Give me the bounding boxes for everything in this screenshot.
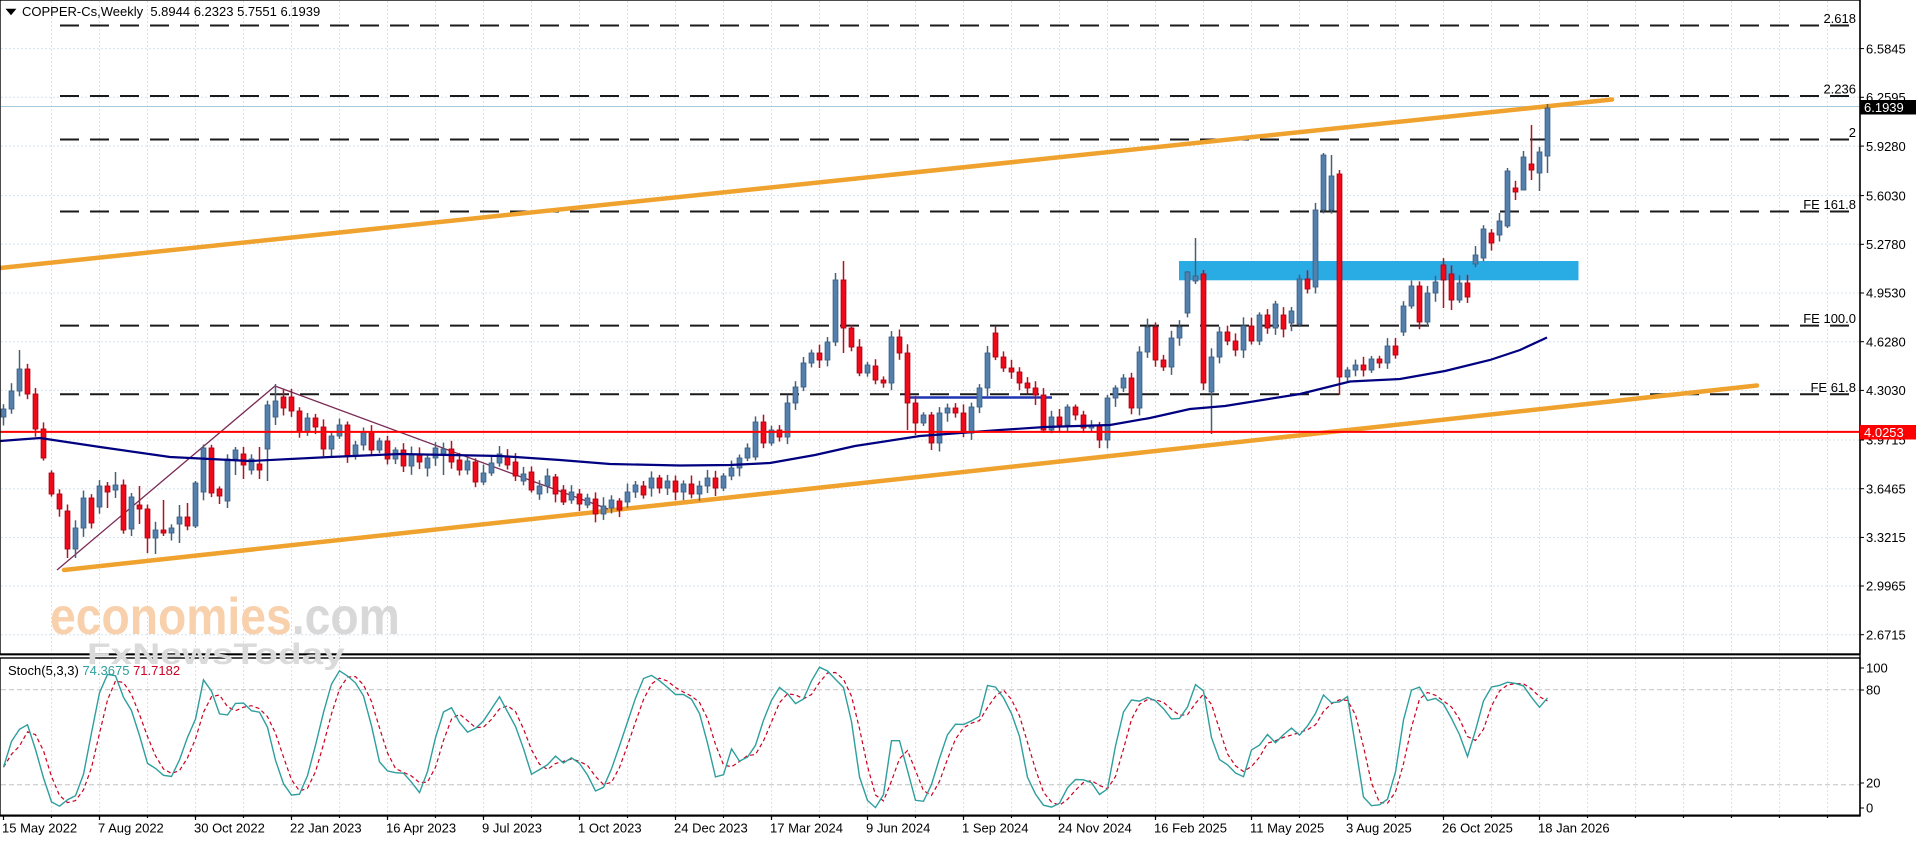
svg-text:24 Nov 2024: 24 Nov 2024 (1058, 821, 1132, 836)
svg-text:9 Jun 2024: 9 Jun 2024 (866, 821, 930, 836)
svg-text:FxNewsToday: FxNewsToday (87, 638, 345, 671)
svg-text:FE 100.0: FE 100.0 (1803, 311, 1856, 326)
svg-text:11 May 2025: 11 May 2025 (1250, 821, 1324, 836)
svg-text:1 Oct 2023: 1 Oct 2023 (578, 821, 642, 836)
svg-text:6.1939: 6.1939 (1864, 100, 1904, 115)
svg-text:5.2780: 5.2780 (1866, 237, 1906, 252)
svg-text:4.3030: 4.3030 (1866, 383, 1906, 398)
svg-text:FE 61.8: FE 61.8 (1810, 380, 1856, 395)
svg-text:26 Oct 2025: 26 Oct 2025 (1442, 821, 1513, 836)
svg-text:3.6465: 3.6465 (1866, 481, 1906, 496)
svg-text:3 Aug 2025: 3 Aug 2025 (1346, 821, 1412, 836)
svg-text:economies.com: economies.com (50, 588, 400, 646)
svg-text:80: 80 (1866, 683, 1880, 698)
svg-text:2.6715: 2.6715 (1866, 627, 1906, 642)
svg-text:100: 100 (1866, 661, 1888, 676)
svg-text:30 Oct 2022: 30 Oct 2022 (194, 821, 265, 836)
svg-text:5.6030: 5.6030 (1866, 188, 1906, 203)
svg-text:15 May 2022: 15 May 2022 (2, 821, 77, 836)
svg-text:5.9280: 5.9280 (1866, 139, 1906, 154)
svg-text:FE 161.8: FE 161.8 (1803, 197, 1856, 212)
svg-text:2: 2 (1849, 125, 1856, 140)
svg-text:1 Sep 2024: 1 Sep 2024 (962, 821, 1029, 836)
svg-text:2.618: 2.618 (1823, 11, 1856, 26)
svg-text:3.3215: 3.3215 (1866, 530, 1906, 545)
svg-text:COPPER-Cs,Weekly 5.8944 6.232: COPPER-Cs,Weekly 5.8944 6.2323 5.7551 6.… (22, 4, 320, 19)
svg-text:6.5845: 6.5845 (1866, 41, 1906, 56)
svg-text:2.9965: 2.9965 (1866, 579, 1906, 594)
svg-text:2.236: 2.236 (1823, 82, 1856, 97)
svg-text:Stoch(5,3,3) 74.3675 71.7182: Stoch(5,3,3) 74.3675 71.7182 (8, 663, 180, 678)
svg-text:22 Jan 2023: 22 Jan 2023 (290, 821, 362, 836)
svg-text:17 Mar 2024: 17 Mar 2024 (770, 821, 843, 836)
svg-text:20: 20 (1866, 776, 1880, 791)
svg-text:16 Apr 2023: 16 Apr 2023 (386, 821, 456, 836)
svg-text:4.9530: 4.9530 (1866, 286, 1906, 301)
svg-text:16 Feb 2025: 16 Feb 2025 (1154, 821, 1227, 836)
svg-text:7 Aug 2022: 7 Aug 2022 (98, 821, 164, 836)
svg-text:24 Dec 2023: 24 Dec 2023 (674, 821, 748, 836)
svg-text:9 Jul 2023: 9 Jul 2023 (482, 821, 542, 836)
svg-text:18 Jan 2026: 18 Jan 2026 (1538, 821, 1610, 836)
svg-text:0: 0 (1866, 801, 1873, 816)
svg-text:4.6280: 4.6280 (1866, 334, 1906, 349)
svg-text:4.0253: 4.0253 (1864, 425, 1904, 440)
